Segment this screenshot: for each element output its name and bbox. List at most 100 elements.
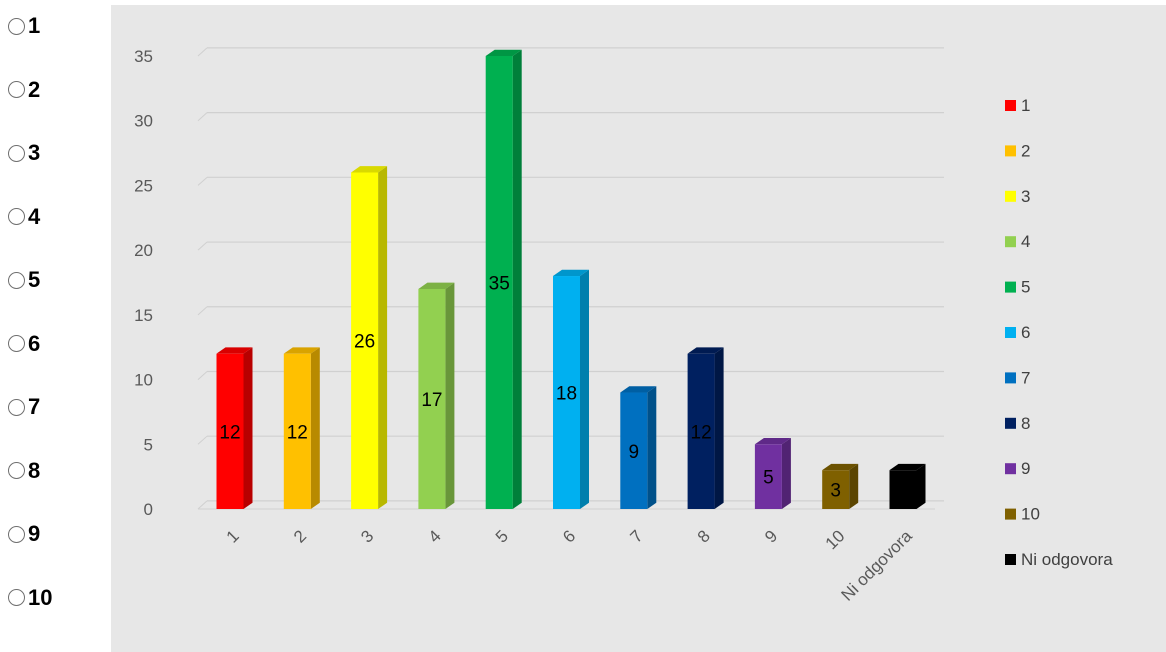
legend-swatch: [1005, 236, 1016, 248]
y-axis-ticks: 0 5 10 15 20 25 30 35: [134, 47, 153, 519]
option-label: 5: [28, 267, 41, 292]
radio-button[interactable]: [8, 589, 25, 606]
answer-options: 1 2 3 4 5 6 7 8 9 10: [0, 0, 110, 652]
radio-button[interactable]: [8, 271, 25, 289]
legend-label: 1: [1021, 96, 1030, 115]
bar-front: [889, 470, 917, 509]
x-tick-label: 8: [694, 526, 714, 546]
grid-line-edge: [197, 241, 208, 251]
bar-front: [553, 276, 580, 509]
bar-6: 18: [553, 269, 589, 509]
option-2[interactable]: 2: [8, 77, 40, 103]
legend-item-Ni odgovora: Ni odgovora: [1005, 550, 1113, 569]
option-label: 3: [28, 140, 41, 165]
bar-top: [620, 386, 657, 393]
option-1[interactable]: 1: [8, 13, 40, 39]
bar-side: [445, 282, 455, 509]
bar-side: [580, 269, 589, 509]
legend-item-7: 7: [1005, 368, 1030, 387]
option-label: 8: [28, 457, 41, 483]
legend-label: 8: [1021, 414, 1030, 433]
legend-swatch: [1005, 463, 1016, 475]
radio-button[interactable]: [8, 398, 25, 416]
bar-top: [418, 282, 455, 289]
bar-10: 3: [822, 463, 859, 509]
option-7[interactable]: 7: [8, 394, 40, 420]
y-tick-label: 15: [134, 306, 153, 325]
bar-front: [687, 353, 715, 509]
bar-side: [781, 437, 791, 509]
option-4[interactable]: 4: [8, 204, 40, 230]
legend-label: 3: [1021, 187, 1030, 206]
radio-button[interactable]: [8, 525, 25, 543]
radio-button[interactable]: [8, 335, 25, 352]
option-label: 9: [28, 521, 41, 546]
legend-label: 4: [1021, 232, 1030, 251]
legend: 1 2 3 4 5 6 7 8 9 10 Ni odgovora: [1005, 96, 1113, 569]
legend-label: Ni odgovora: [1021, 550, 1113, 569]
data-label: 35: [489, 274, 510, 295]
bar-side: [378, 166, 388, 509]
grid-line-edge: [197, 47, 208, 57]
option-5[interactable]: 5: [8, 267, 40, 293]
x-tick-label: 6: [559, 526, 579, 546]
bar-side: [512, 49, 522, 509]
data-label: 5: [763, 468, 774, 489]
grid-line-edge: [197, 176, 208, 186]
radio-button[interactable]: [8, 462, 25, 479]
data-label: 12: [691, 422, 712, 443]
bar-2: 12: [283, 347, 320, 509]
bar-top: [553, 269, 589, 277]
y-tick-label: 10: [134, 371, 153, 390]
option-label: 10: [28, 584, 53, 610]
legend-item-9: 9: [1005, 459, 1030, 478]
bar-front: [620, 392, 648, 509]
legend-label: 2: [1021, 141, 1030, 160]
option-label: 4: [28, 203, 41, 229]
x-tick-label: 5: [492, 526, 512, 546]
legend-label: 7: [1021, 368, 1030, 387]
y-tick-label: 35: [134, 47, 153, 66]
data-label: 17: [421, 390, 442, 411]
option-8[interactable]: 8: [8, 458, 40, 484]
grid-line-edge: [197, 112, 208, 122]
bar-top: [687, 347, 724, 354]
radio-button[interactable]: [8, 144, 25, 162]
legend-item-5: 5: [1005, 278, 1030, 297]
x-tick-label: 9: [761, 526, 781, 546]
option-3[interactable]: 3: [8, 140, 40, 166]
data-label: 18: [556, 384, 577, 405]
radio-button[interactable]: [8, 17, 25, 35]
data-label: 3: [830, 481, 841, 502]
bar-9: 5: [754, 437, 791, 509]
legend-swatch: [1005, 281, 1016, 293]
bar-front: [754, 444, 782, 509]
grid-line-edge: [197, 500, 208, 510]
legend-label: 9: [1021, 459, 1030, 478]
option-10[interactable]: 10: [8, 585, 52, 611]
option-9[interactable]: 9: [8, 521, 40, 547]
radio-button[interactable]: [8, 81, 25, 98]
option-6[interactable]: 6: [8, 331, 40, 357]
bar-4: 17: [418, 282, 455, 509]
bar-top: [754, 437, 791, 445]
bar-top: [485, 49, 522, 56]
x-tick-label: 3: [357, 526, 377, 546]
bar-side: [310, 347, 320, 509]
bar-8: 12: [687, 347, 724, 509]
radio-button[interactable]: [8, 208, 25, 225]
grid-line-edge: [197, 371, 208, 380]
legend-swatch: [1005, 327, 1016, 338]
option-label: 1: [28, 13, 41, 38]
legend-swatch: [1005, 372, 1016, 384]
bar-front: [351, 172, 379, 509]
data-label: 26: [354, 332, 375, 353]
x-tick-label: 10: [822, 526, 849, 553]
data-label: 12: [219, 422, 240, 443]
bars: 12 12 26 17 35 18 9 12 5 3: [216, 49, 926, 509]
bar-Ni odgovora: [889, 463, 926, 509]
bar-side: [243, 347, 253, 509]
x-tick-label: 7: [626, 526, 646, 546]
